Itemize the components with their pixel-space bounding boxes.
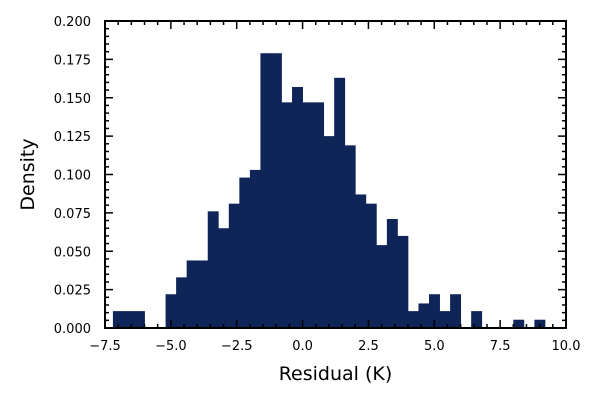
y-tick-label: 0.000 bbox=[54, 322, 91, 337]
x-axis-label: Residual (K) bbox=[279, 363, 393, 385]
x-tick-label: 5.0 bbox=[424, 339, 445, 354]
histogram-bar-20 bbox=[344, 145, 356, 328]
histogram-bar-4 bbox=[176, 277, 188, 328]
histogram-bar-18 bbox=[323, 136, 335, 328]
y-tick-label: 0.050 bbox=[54, 245, 91, 260]
x-tick-label: 2.5 bbox=[358, 339, 379, 354]
x-tick-label: −5.0 bbox=[155, 339, 187, 354]
y-tick-label: 0.100 bbox=[54, 169, 91, 184]
y-tick-label: 0.075 bbox=[54, 207, 91, 222]
y-axis-label: Density bbox=[17, 138, 39, 210]
histogram-bar-3 bbox=[165, 294, 177, 328]
histogram-bar-5 bbox=[186, 260, 198, 328]
histogram-bar-25 bbox=[397, 235, 409, 328]
histogram-bar-29 bbox=[439, 311, 451, 328]
histogram-bar-10 bbox=[239, 177, 251, 328]
histogram-bar-26 bbox=[407, 311, 419, 328]
histogram-bar-23 bbox=[376, 245, 388, 328]
x-tick-label: 0.0 bbox=[292, 339, 313, 354]
y-tick-label: 0.175 bbox=[54, 53, 91, 68]
plot-frame bbox=[104, 20, 567, 329]
histogram-bar-7 bbox=[207, 211, 219, 328]
y-tick-label: 0.025 bbox=[54, 284, 91, 299]
histogram-bar-6 bbox=[197, 260, 209, 328]
y-tick-label: 0.125 bbox=[54, 130, 91, 145]
histogram-bar-0 bbox=[112, 311, 124, 328]
y-tick-label: 0.200 bbox=[54, 15, 91, 30]
histogram-bar-27 bbox=[418, 303, 430, 328]
histogram-bar-11 bbox=[249, 169, 261, 328]
histogram-bar-13 bbox=[270, 53, 282, 329]
x-tick-label: −7.5 bbox=[89, 339, 121, 354]
histogram-bar-8 bbox=[218, 228, 230, 328]
histogram-bar-31 bbox=[471, 311, 483, 328]
histogram-bar-1 bbox=[123, 311, 135, 328]
histogram-bar-14 bbox=[281, 102, 293, 328]
histogram-bar-16 bbox=[302, 102, 314, 328]
histogram-bar-28 bbox=[429, 294, 440, 328]
x-tick-label: 7.5 bbox=[490, 339, 511, 354]
histogram-bar-15 bbox=[292, 87, 303, 328]
histogram-bar-19 bbox=[334, 77, 346, 328]
histogram-bar-21 bbox=[355, 194, 367, 328]
histogram-bars bbox=[112, 53, 546, 329]
histogram-bar-2 bbox=[133, 311, 145, 328]
y-tick-label: 0.150 bbox=[54, 92, 91, 107]
x-tick-label: −2.5 bbox=[221, 339, 253, 354]
histogram-bar-22 bbox=[365, 203, 377, 328]
histogram-bar-24 bbox=[386, 219, 398, 328]
histogram-bar-33 bbox=[534, 319, 546, 328]
histogram-bar-12 bbox=[260, 53, 272, 329]
histogram-bar-32 bbox=[513, 319, 525, 328]
histogram-bar-9 bbox=[228, 203, 240, 328]
histogram-bar-30 bbox=[450, 294, 462, 328]
histogram-bar-17 bbox=[313, 102, 325, 328]
x-tick-label: 10.0 bbox=[552, 339, 581, 354]
